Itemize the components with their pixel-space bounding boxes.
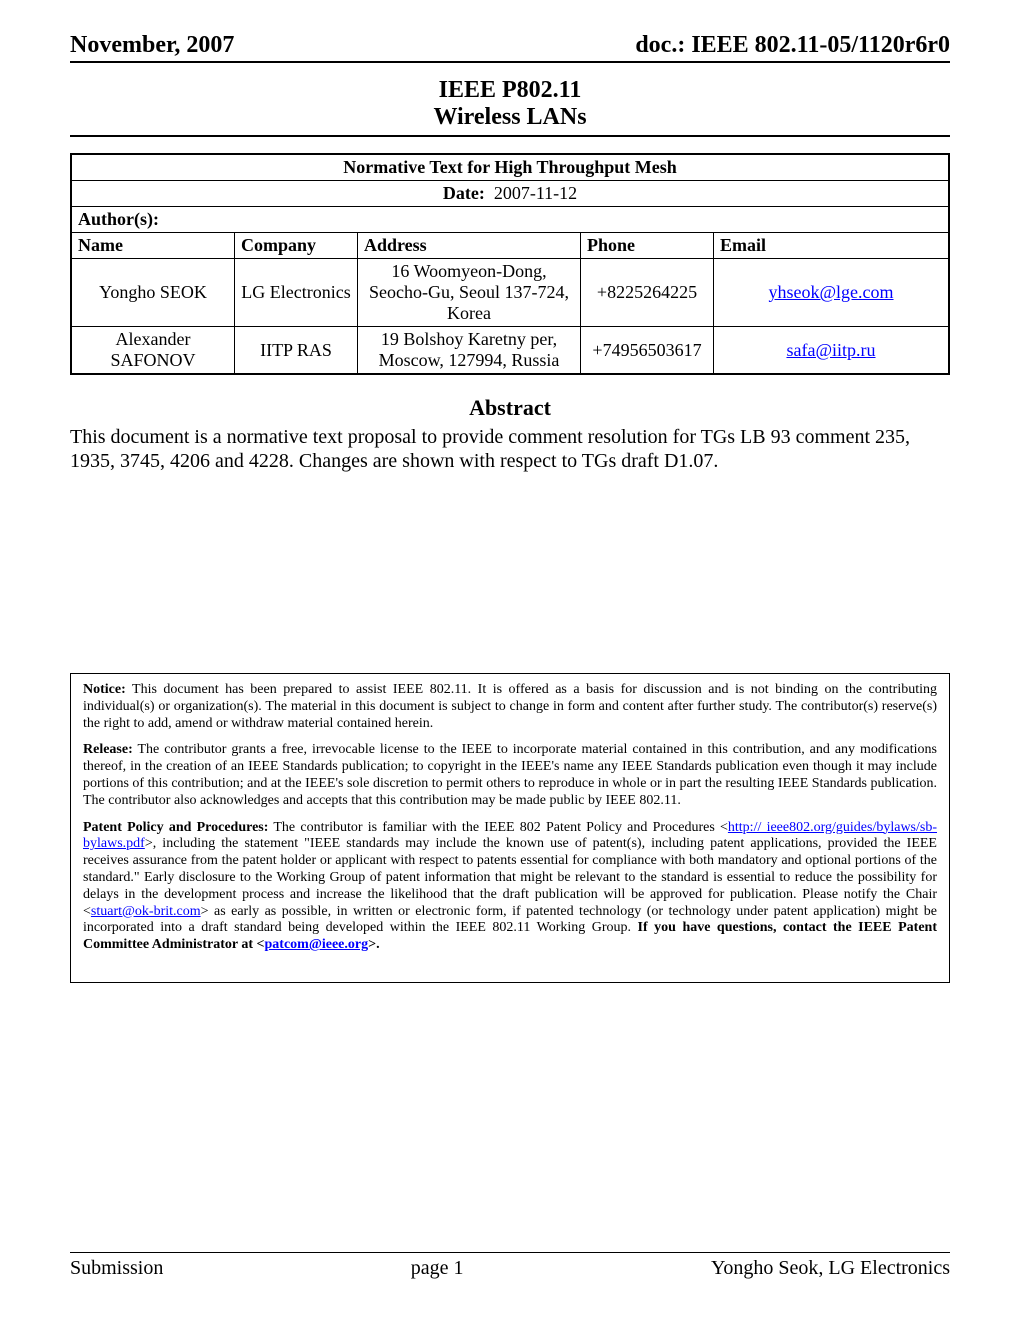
- author-name: Yongho SEOK: [71, 259, 235, 327]
- col-company: Company: [235, 233, 358, 259]
- footer-left: Submission: [70, 1257, 163, 1280]
- author-company: LG Electronics: [235, 259, 358, 327]
- author-name: Alexander SAFONOV: [71, 327, 235, 375]
- author-row: Yongho SEOK LG Electronics 16 Woomyeon-D…: [71, 259, 949, 327]
- document-page: November, 2007 doc.: IEEE 802.11-05/1120…: [0, 0, 1020, 1320]
- release-paragraph: Release: The contributor grants a free, …: [83, 742, 937, 809]
- col-phone: Phone: [581, 233, 714, 259]
- author-address: 19 Bolshoy Karetny per, Moscow, 127994, …: [358, 327, 581, 375]
- author-row: Alexander SAFONOV IITP RAS 19 Bolshoy Ka…: [71, 327, 949, 375]
- authors-label: Author(s):: [71, 207, 949, 233]
- author-email-cell: yhseok@lge.com: [714, 259, 950, 327]
- author-header-row: Name Company Address Phone Email: [71, 233, 949, 259]
- document-title: Normative Text for High Throughput Mesh: [71, 154, 949, 181]
- col-name: Name: [71, 233, 235, 259]
- footer-right: Yongho Seok, LG Electronics: [711, 1257, 950, 1280]
- patent-chair-link[interactable]: stuart@ok-brit.com: [91, 904, 201, 919]
- date-label: Date:: [443, 183, 485, 203]
- footer-center: page 1: [411, 1257, 464, 1280]
- abstract-title: Abstract: [70, 395, 950, 421]
- abstract-body: This document is a normative text propos…: [70, 425, 950, 473]
- page-footer: Submission page 1 Yongho Seok, LG Electr…: [70, 1252, 950, 1280]
- notice-paragraph: Notice: This document has been prepared …: [83, 682, 937, 732]
- patent-bold-b: >.: [368, 937, 379, 952]
- header-date: November, 2007: [70, 32, 234, 59]
- patcom-link[interactable]: patcom@ieee.org: [265, 937, 369, 952]
- release-text: The contributor grants a free, irrevocab…: [83, 742, 937, 807]
- patent-text-a: The contributor is familiar with the IEE…: [268, 820, 727, 835]
- notice-box: Notice: This document has been prepared …: [70, 673, 950, 983]
- notice-label: Notice:: [83, 682, 126, 697]
- author-phone: +74956503617: [581, 327, 714, 375]
- date-row: Date: 2007-11-12: [71, 181, 949, 207]
- col-email: Email: [714, 233, 950, 259]
- document-info-table: Normative Text for High Throughput Mesh …: [70, 153, 950, 375]
- author-company: IITP RAS: [235, 327, 358, 375]
- author-phone: +8225264225: [581, 259, 714, 327]
- standard-title: IEEE P802.11: [70, 77, 950, 104]
- col-address: Address: [358, 233, 581, 259]
- patent-paragraph: Patent Policy and Procedures: The contri…: [83, 820, 937, 954]
- release-label: Release:: [83, 742, 133, 757]
- notice-text: This document has been prepared to assis…: [83, 682, 937, 731]
- standard-subtitle: Wireless LANs: [70, 104, 950, 137]
- header-doc-id: doc.: IEEE 802.11-05/1120r6r0: [635, 32, 950, 59]
- patent-label: Patent Policy and Procedures:: [83, 820, 268, 835]
- date-text: 2007-11-12: [494, 183, 577, 203]
- author-email-link[interactable]: safa@iitp.ru: [786, 340, 875, 360]
- page-header: November, 2007 doc.: IEEE 802.11-05/1120…: [70, 32, 950, 63]
- author-email-link[interactable]: yhseok@lge.com: [768, 282, 893, 302]
- author-address: 16 Woomyeon-Dong, Seocho-Gu, Seoul 137-7…: [358, 259, 581, 327]
- author-email-cell: safa@iitp.ru: [714, 327, 950, 375]
